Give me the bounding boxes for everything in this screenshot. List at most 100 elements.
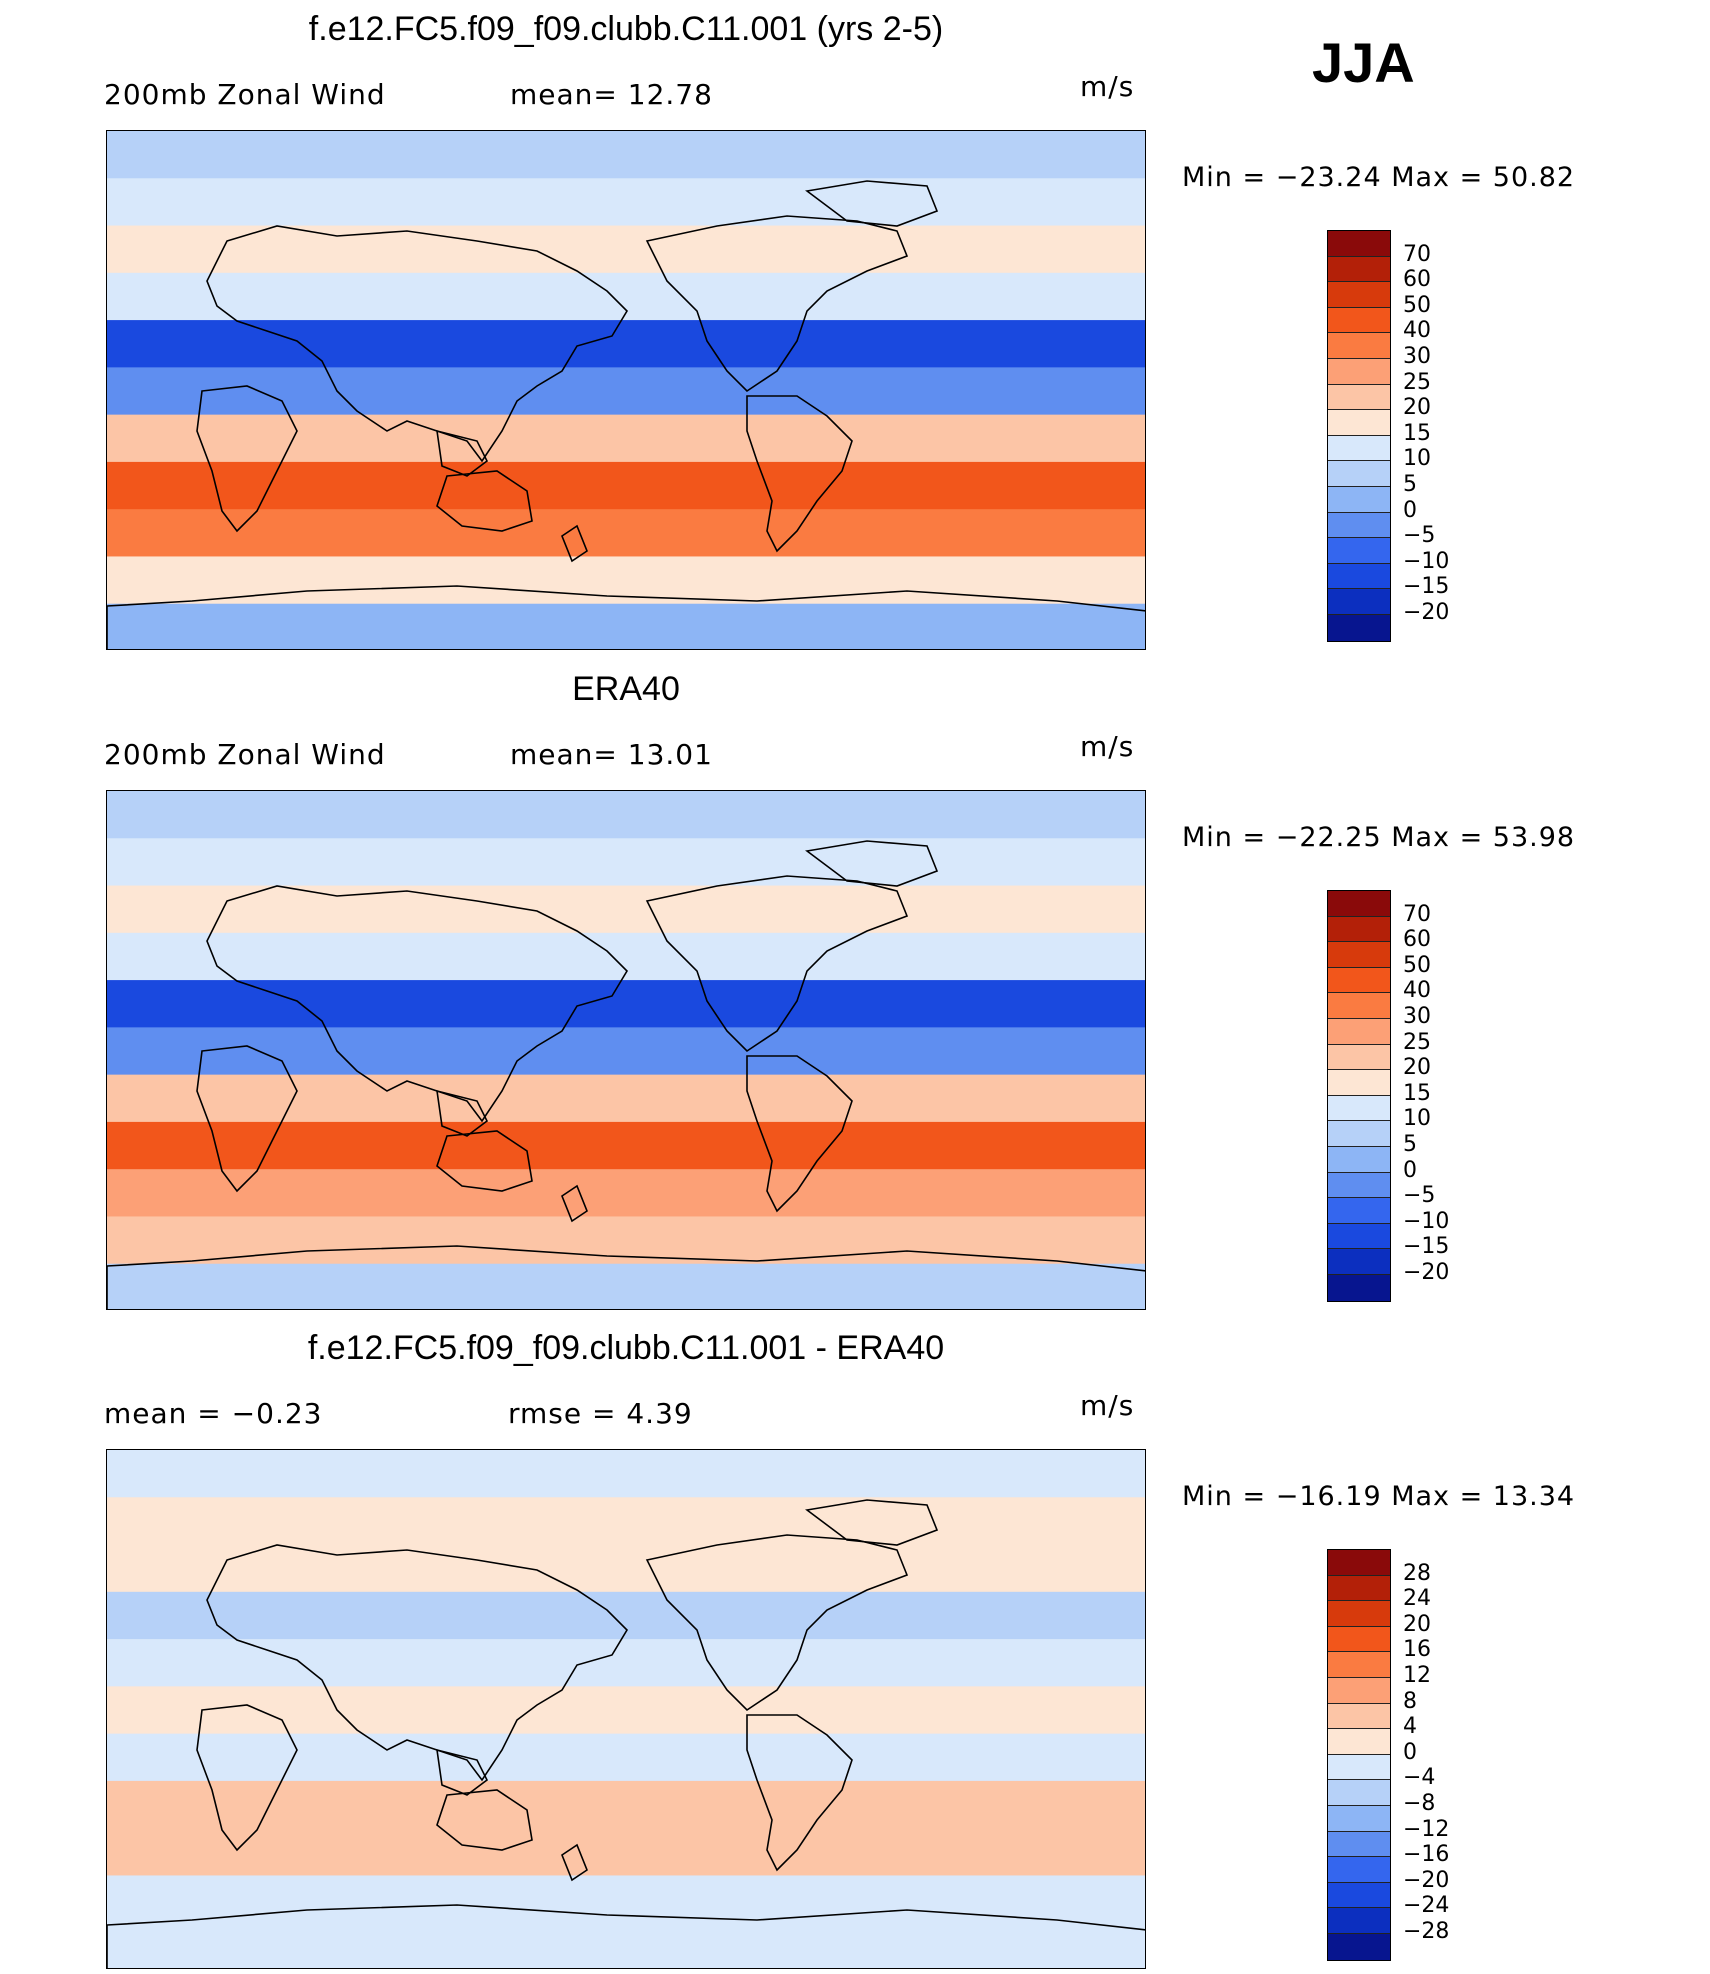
lat-band [107, 1216, 1145, 1265]
colorbar-cell [1328, 435, 1390, 462]
colorbar-cell [1328, 1882, 1390, 1909]
lat-band [107, 1450, 1145, 1499]
colorbar-tick-label: −5 [1403, 1183, 1436, 1209]
colorbar-cell [1328, 231, 1390, 257]
colorbar-cell [1328, 1933, 1390, 1960]
units-label: m/s [1080, 1389, 1135, 1422]
colorbar-cell [1328, 891, 1390, 917]
colorbar-cell [1328, 589, 1390, 615]
colorbar-tick-label: 0 [1403, 1157, 1417, 1183]
colorbar-tick-label: 28 [1403, 1560, 1431, 1586]
colorbar-tick-label: 5 [1403, 472, 1417, 497]
lat-band [107, 1544, 1145, 1593]
lat-band [107, 1074, 1145, 1123]
coastline [196, 1704, 298, 1852]
lat-band [107, 603, 1145, 649]
colorbar [1327, 890, 1391, 1302]
colorbar-tick-label: −20 [1403, 1260, 1450, 1285]
colorbar-tick-label: −10 [1403, 548, 1450, 574]
colorbar-cell [1328, 333, 1390, 359]
coastline [561, 1843, 588, 1882]
colorbar-tick-label: −8 [1403, 1791, 1436, 1816]
min-max-readout: Min = −16.19 Max = 13.34 [1182, 1481, 1576, 1512]
lat-band [107, 272, 1145, 322]
colorbar-tick-label: 4 [1403, 1714, 1417, 1740]
colorbar-cell [1328, 461, 1390, 487]
colorbar-tick-label: 15 [1403, 1080, 1431, 1106]
map-panel [106, 130, 1146, 650]
colorbar-tick-label: 20 [1403, 1055, 1431, 1081]
coastline [206, 225, 629, 463]
colorbar-cell [1328, 1908, 1390, 1934]
lat-band [107, 131, 1145, 180]
colorbar-tick-label: −15 [1403, 574, 1450, 600]
map-svg [107, 131, 1145, 649]
colorbar-tick-label: 30 [1403, 344, 1431, 369]
colorbar-cell [1328, 1198, 1390, 1224]
season-label: JJA [1312, 31, 1415, 94]
lat-band [107, 509, 1145, 558]
colorbar-tick-label: 5 [1403, 1132, 1417, 1157]
lat-band [107, 932, 1145, 982]
colorbar-tick-label: 60 [1403, 927, 1431, 953]
colorbar-tick-label: 50 [1403, 292, 1431, 318]
lat-band [107, 1169, 1145, 1218]
colorbar-cell [1328, 1857, 1390, 1883]
lat-band [107, 791, 1145, 840]
colorbar-tick-label: 0 [1403, 497, 1417, 523]
lat-band [107, 885, 1145, 934]
lat-band [107, 367, 1145, 416]
colorbar-cell [1328, 538, 1390, 564]
colorbar-cell [1328, 1121, 1390, 1147]
colorbar-cell [1328, 993, 1390, 1019]
colorbar-cell [1328, 1146, 1390, 1173]
min-max-readout: Min = −22.25 Max = 53.98 [1182, 822, 1576, 853]
colorbar-cell [1328, 1780, 1390, 1806]
map-svg [107, 1450, 1145, 1968]
units-label: m/s [1080, 70, 1135, 103]
lat-band [107, 1780, 1145, 1830]
coastline [561, 1184, 588, 1223]
colorbar-tick-label: 40 [1403, 978, 1431, 1004]
colorbar-cell [1328, 1274, 1390, 1301]
colorbar-cell [1328, 307, 1390, 334]
lat-band [107, 1591, 1145, 1641]
map-panel [106, 1449, 1146, 1969]
colorbar-cell [1328, 1805, 1390, 1832]
colorbar-cell [1328, 1729, 1390, 1755]
colorbar-cell [1328, 1550, 1390, 1576]
colorbar [1327, 230, 1391, 642]
colorbar-tick-label: 16 [1403, 1637, 1431, 1663]
colorbar-tick-label: 40 [1403, 318, 1431, 344]
colorbar-tick-label: 70 [1403, 901, 1431, 927]
lat-band [107, 1121, 1145, 1171]
colorbar-tick-label: −28 [1403, 1919, 1450, 1944]
colorbar-cell [1328, 1044, 1390, 1071]
colorbar-cell [1328, 1223, 1390, 1250]
colorbar-cell [1328, 1754, 1390, 1781]
coastline [436, 1789, 533, 1851]
lat-band [107, 178, 1145, 227]
colorbar-tick-label: −10 [1403, 1208, 1450, 1234]
colorbar-cell [1328, 486, 1390, 513]
coastline [805, 180, 939, 227]
panel-title: f.e12.FC5.f09_f09.clubb.C11.001 (yrs 2-5… [308, 10, 944, 48]
coastline [107, 1904, 1145, 1968]
map-svg [107, 791, 1145, 1309]
coastline [436, 1130, 533, 1192]
coastline [746, 1055, 853, 1213]
colorbar-cell [1328, 1172, 1390, 1199]
min-max-readout: Min = −23.24 Max = 50.82 [1182, 162, 1576, 193]
colorbar-cell [1328, 256, 1390, 283]
colorbar-cell [1328, 563, 1390, 590]
colorbar-cell [1328, 1626, 1390, 1653]
variable-label: 200mb Zonal Wind [104, 738, 386, 771]
colorbar-tick-label: 0 [1403, 1739, 1417, 1765]
coastline [805, 840, 939, 887]
colorbar-tick-label: 8 [1403, 1688, 1417, 1714]
variable-label: 200mb Zonal Wind [104, 78, 386, 111]
coastline [746, 395, 853, 553]
coastline [196, 385, 298, 533]
coastline [206, 1544, 629, 1782]
colorbar-tick-label: 30 [1403, 1004, 1431, 1029]
